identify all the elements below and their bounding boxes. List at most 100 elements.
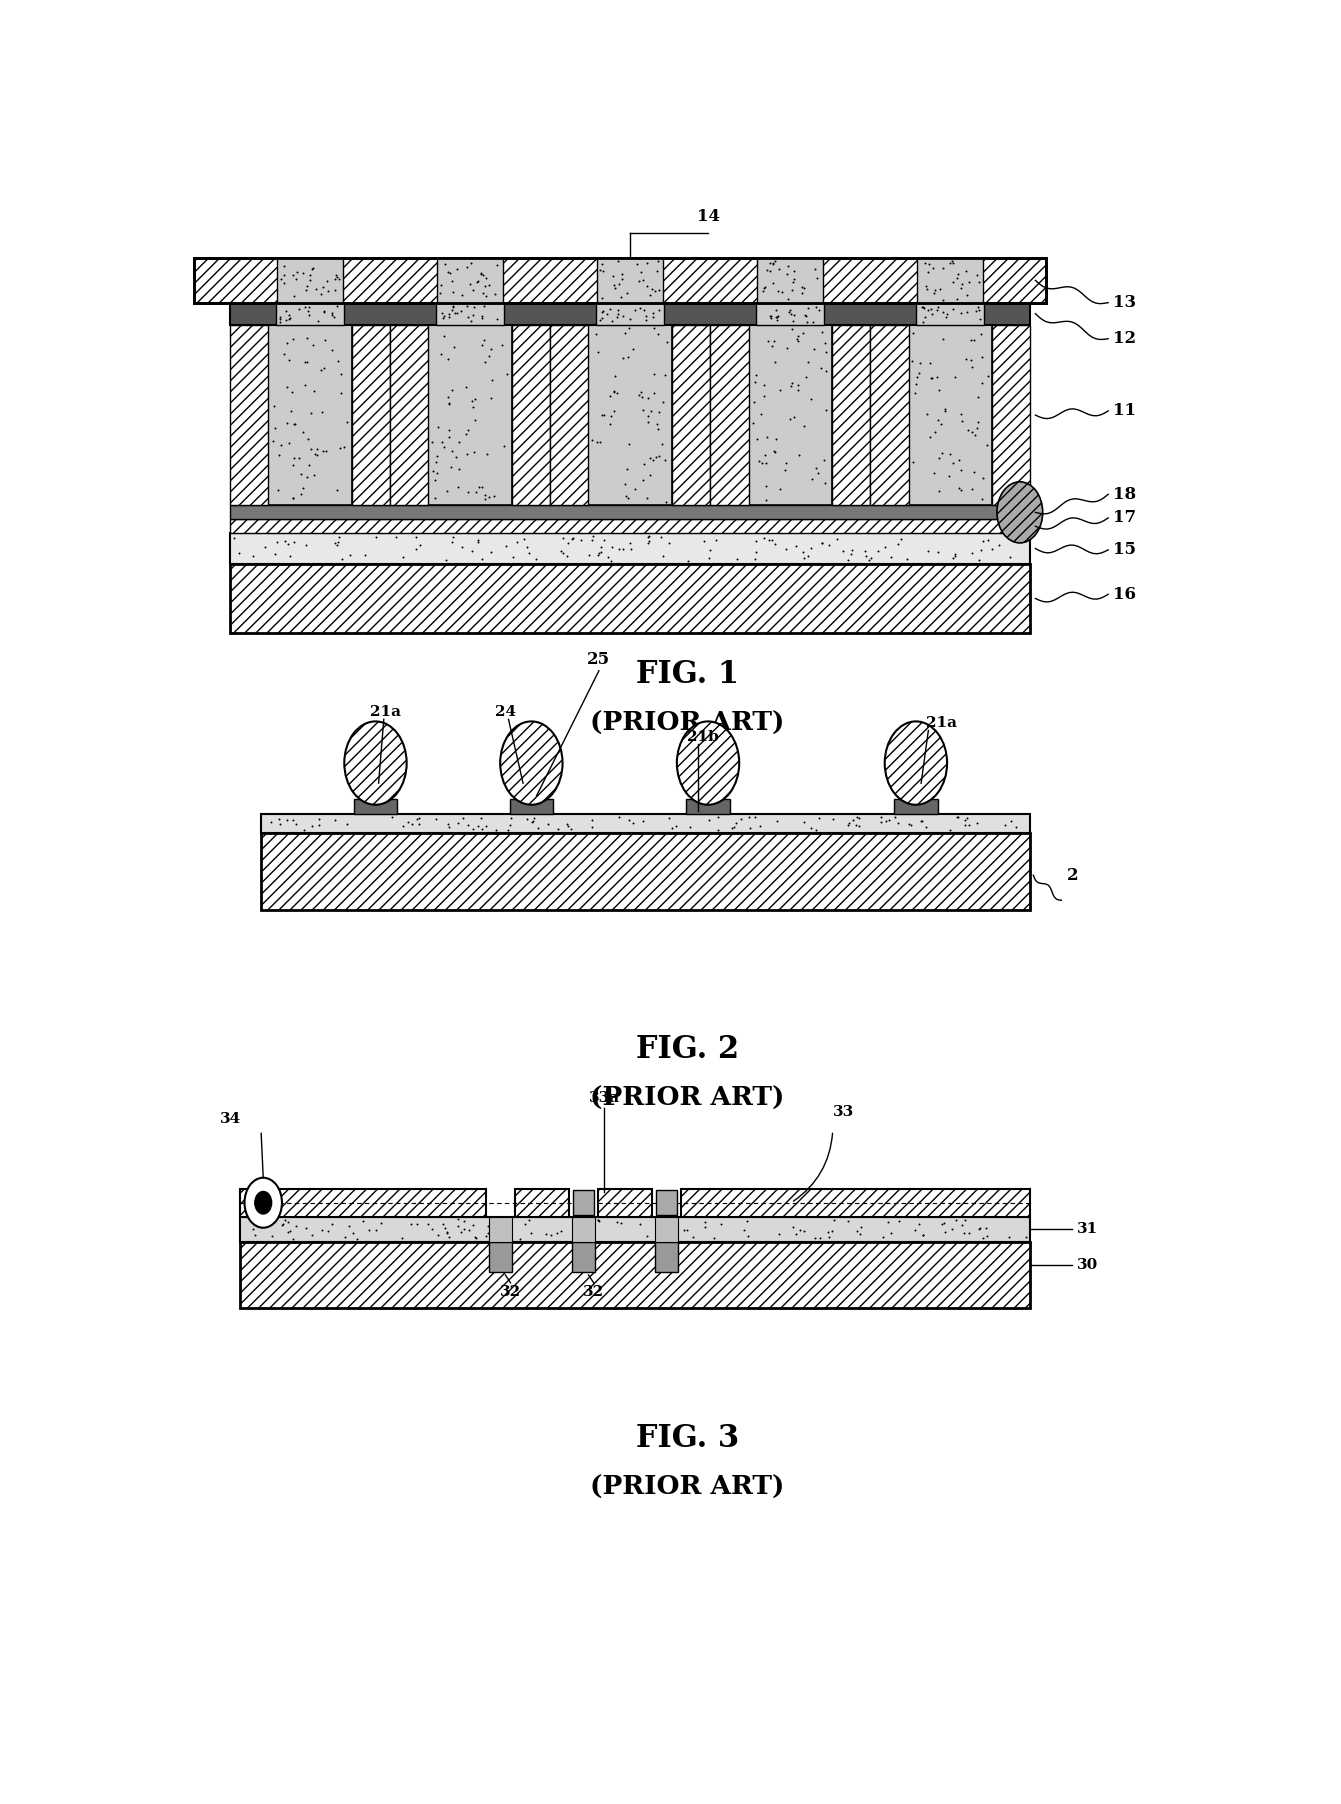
Point	[314, 298, 335, 327]
Point	[948, 446, 970, 474]
Point	[972, 464, 994, 492]
Point	[316, 1216, 338, 1245]
Point	[916, 399, 937, 428]
Point	[476, 263, 498, 292]
Point	[787, 375, 809, 404]
Point	[782, 314, 803, 343]
Point	[786, 1220, 807, 1248]
Point	[469, 260, 491, 289]
Point	[329, 265, 350, 294]
Bar	[515, 1189, 569, 1216]
Point	[607, 296, 629, 325]
Point	[571, 1212, 593, 1241]
Point	[874, 532, 896, 561]
Point	[613, 301, 634, 330]
Point	[633, 265, 654, 294]
Point	[789, 440, 810, 469]
Bar	[354, 799, 397, 814]
Point	[461, 386, 483, 415]
Point	[791, 272, 813, 301]
Point	[278, 529, 299, 557]
Point	[768, 254, 790, 283]
Point	[426, 442, 448, 471]
Point	[286, 265, 307, 294]
Point	[876, 806, 897, 835]
Point	[325, 529, 346, 557]
Point	[461, 307, 483, 336]
Bar	[711, 325, 748, 505]
Point	[447, 473, 468, 502]
Point	[636, 301, 657, 330]
Point	[805, 453, 826, 482]
Point	[299, 301, 320, 330]
Bar	[231, 505, 1030, 520]
Point	[826, 525, 848, 554]
Point	[276, 328, 298, 357]
Point	[464, 1223, 485, 1252]
Point	[255, 1209, 276, 1238]
Point	[795, 363, 817, 391]
Point	[913, 307, 935, 336]
Point	[837, 1207, 858, 1236]
Point	[326, 262, 347, 290]
Point	[957, 810, 979, 839]
Bar	[488, 1241, 512, 1272]
Point	[782, 307, 803, 336]
Point	[766, 303, 787, 332]
Point	[334, 1221, 355, 1250]
Point	[590, 428, 611, 456]
Point	[582, 806, 603, 835]
Point	[570, 525, 591, 554]
Point	[680, 812, 701, 841]
Point	[358, 1216, 380, 1245]
Point	[443, 292, 464, 321]
Point	[593, 256, 614, 285]
Point	[673, 1216, 695, 1245]
Point	[646, 415, 668, 444]
Text: 12: 12	[1113, 330, 1136, 346]
Point	[278, 1207, 299, 1236]
Point	[935, 397, 956, 426]
Point	[294, 292, 315, 321]
Point	[591, 249, 613, 278]
Bar	[276, 258, 343, 303]
Point	[932, 325, 953, 354]
Point	[290, 460, 311, 489]
Point	[768, 1220, 790, 1248]
Point	[296, 348, 318, 377]
Point	[283, 451, 304, 480]
Point	[278, 305, 299, 334]
Point	[320, 299, 342, 328]
Point	[630, 377, 652, 406]
Point	[425, 805, 447, 833]
Point	[260, 808, 282, 837]
Point	[320, 1210, 342, 1239]
Point	[858, 547, 880, 575]
Point	[868, 536, 889, 565]
Point	[699, 806, 720, 835]
Point	[299, 292, 320, 321]
Point	[326, 530, 347, 559]
Point	[811, 318, 833, 346]
Point	[699, 536, 720, 565]
Point	[967, 292, 988, 321]
Point	[409, 530, 430, 559]
Bar	[276, 258, 343, 303]
Point	[271, 265, 292, 294]
Point	[746, 424, 767, 453]
Point	[661, 814, 683, 842]
Point	[282, 805, 303, 833]
Point	[648, 442, 669, 471]
Point	[924, 278, 945, 307]
Point	[351, 1207, 373, 1236]
Point	[861, 543, 882, 572]
Point	[589, 538, 610, 566]
Point	[972, 1223, 994, 1252]
Point	[725, 808, 747, 837]
Point	[928, 476, 949, 505]
Point	[473, 483, 495, 512]
Point	[561, 525, 582, 554]
Text: 21a: 21a	[927, 716, 957, 731]
Point	[480, 382, 502, 411]
Point	[590, 256, 611, 285]
